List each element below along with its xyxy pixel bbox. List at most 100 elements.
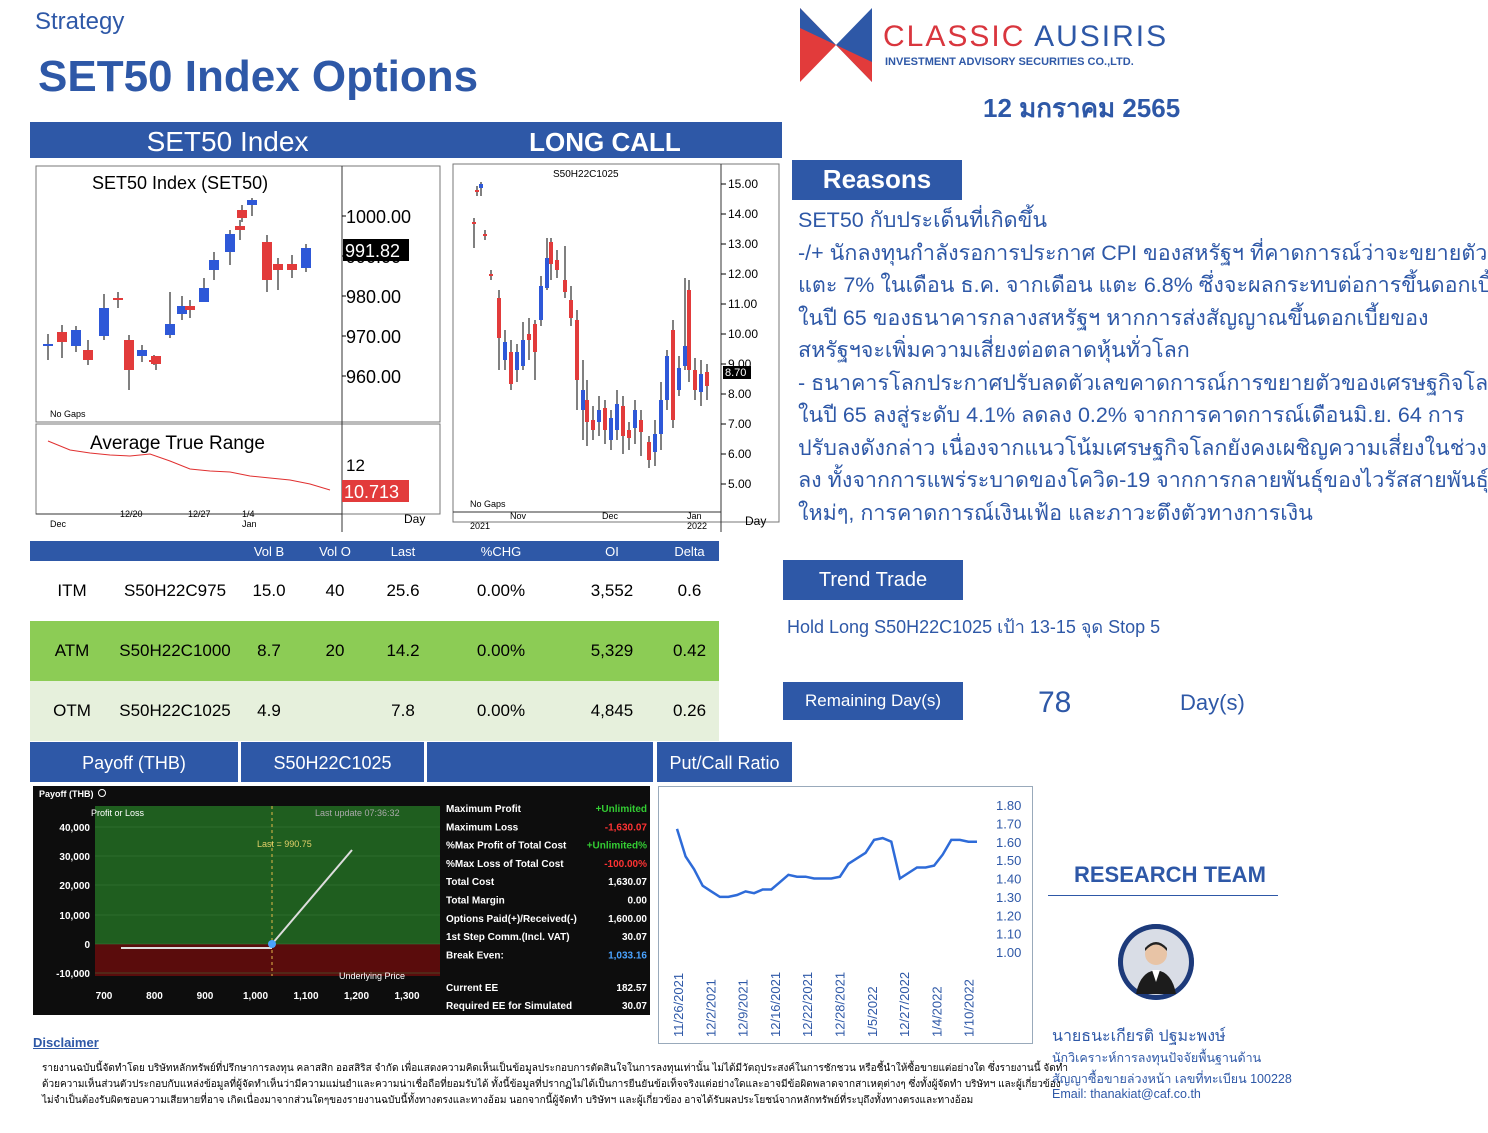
disclaimer-text: รายงานฉบับนี้จัดทำโดย บริษัทหลักทรัพย์ที…	[42, 1061, 1068, 1109]
candle-body	[563, 280, 567, 292]
y-tick-label: 7.00	[728, 417, 752, 431]
stat-value: +Unlimited%	[587, 841, 647, 852]
col-header: Vol B	[236, 541, 302, 561]
y-tick-label: 10,000	[59, 911, 90, 922]
candle-body	[659, 400, 663, 434]
stat-value: 30.07	[622, 932, 647, 943]
stat-value: 1,630.07	[608, 877, 647, 888]
candle-body	[497, 298, 501, 338]
set50-header: SET50 Index	[146, 126, 309, 157]
candle-body	[151, 356, 161, 364]
y-tick-label: 1.20	[996, 908, 1021, 923]
disclaimer-line: ไม่จำเป็นต้องรับผิดชอบความเสียหายที่อาจ …	[42, 1095, 974, 1106]
cell: 0.26	[660, 681, 719, 741]
candle-body	[483, 234, 487, 236]
candle-body	[633, 410, 637, 428]
candle-body	[503, 342, 507, 360]
y-tick-label: 1.70	[996, 816, 1021, 831]
candle-body	[647, 442, 651, 460]
candle-body	[609, 418, 613, 440]
stat-label: %Max Profit of Total Cost	[446, 841, 567, 852]
set50-last-label: 991.82	[345, 241, 400, 261]
stat-value: +Unlimited	[596, 804, 647, 815]
atr-tick: 12	[346, 456, 365, 475]
reason-line: ใหม่ๆ, การคาดการณ์เงินเฟ้อ และภาวะตึงตัว…	[798, 500, 1313, 525]
x-tick-label: 12/20	[120, 509, 143, 519]
x-tick-label: 1/10/2022	[962, 979, 977, 1037]
y-tick-label: 8.00	[728, 387, 752, 401]
x-tick-label: 12/9/2021	[736, 979, 751, 1037]
candle-body	[545, 258, 549, 288]
candle-body	[165, 324, 175, 335]
x-tick-label: 900	[197, 991, 214, 1002]
trend-trade-button: Trend Trade	[783, 560, 963, 600]
cell: 20	[302, 621, 368, 681]
candle-body	[489, 274, 493, 276]
analyst-email: Email: thanakiat@caf.co.th	[1052, 1087, 1201, 1101]
stat-value: 1,033.16	[608, 950, 647, 961]
candle-body	[99, 308, 109, 336]
y-tick-label: 15.00	[728, 177, 758, 191]
cell: 0.42	[660, 621, 719, 681]
candle-body	[287, 264, 297, 270]
candle-body	[515, 352, 519, 370]
stat-label: Options Paid(+)/Received(-)	[446, 914, 577, 925]
reason-line: สหรัฐฯจะเพิ่มความเสี่ยงต่อตลาดหุ้นทั่วโล…	[798, 338, 1190, 362]
col-header	[30, 541, 114, 561]
x-tick-label: 1,100	[293, 991, 318, 1002]
disclaimer-title: Disclaimer	[33, 1035, 99, 1050]
y-tick-label: 10.00	[728, 327, 758, 341]
x-tick-label: Jan	[242, 519, 257, 529]
set50-chart-title: SET50 Index (SET50)	[92, 173, 268, 193]
analyst-role: นักวิเคราะห์การลงทุนปัจจัยพื้นฐานด้าน	[1052, 1051, 1262, 1065]
options-table: Vol B Vol O Last %CHG OI Delta ITM S50H2…	[30, 541, 719, 741]
x-tick-label: 12/22/2021	[800, 972, 815, 1037]
cell: 4.9	[236, 681, 302, 741]
y-tick-label: 11.00	[728, 297, 757, 311]
candle-body	[475, 190, 479, 192]
cell: ITM	[30, 561, 114, 621]
stat-label: Total Margin	[446, 896, 505, 907]
reasons-text: SET50 กับประเด็นที่เกิดขึ้น -/+ นักลงทุน…	[798, 204, 1488, 529]
candle-body	[177, 306, 187, 314]
stat-label: 1st Step Comm.(Incl. VAT)	[446, 932, 570, 943]
x-tick-label: 1/4/2022	[929, 986, 944, 1037]
table-header-row: Vol B Vol O Last %CHG OI Delta	[30, 541, 719, 561]
cell: 0.00%	[438, 561, 564, 621]
stat-label: Total Cost	[446, 877, 495, 888]
y-tick-label: 1.50	[996, 853, 1021, 868]
trend-text: Hold Long S50H22C1025 เป้า 13-15 จุด Sto…	[787, 617, 1161, 637]
candle-body	[479, 184, 483, 188]
disclaimer-line: รายงานฉบับนี้จัดทำโดย บริษัทหลักทรัพย์ที…	[42, 1063, 1068, 1074]
y-tick-label: 40,000	[59, 823, 90, 834]
reasons-button: Reasons	[792, 160, 962, 200]
table-row: ATM S50H22C1000 8.7 20 14.2 0.00% 5,329 …	[30, 621, 719, 681]
candle-body	[237, 210, 247, 218]
longcall-candlestick-chart: S50H22C1025 No Gaps 15.00 14.00 13.00 12.00…	[447, 160, 782, 538]
candle-body	[653, 434, 657, 452]
pl-label: Profit or Loss	[91, 808, 145, 818]
payoff-panel: Payoff (THB) Profit or Loss Last update …	[33, 786, 650, 1015]
candle-body	[597, 410, 601, 422]
x-tick-label: 700	[96, 991, 113, 1002]
x-tick-label: 12/16/2021	[768, 972, 783, 1037]
analyst-license: สัญญาซื้อขายล่วงหน้า เลขที่ทะเบียน 10022…	[1052, 1072, 1292, 1086]
analyst-avatar	[1118, 924, 1194, 1000]
x-tick-label: 800	[146, 991, 163, 1002]
y-tick-label: 980.00	[346, 287, 401, 307]
y-tick-label: 1.80	[996, 798, 1021, 813]
candle-body	[549, 242, 553, 264]
longcall-chart-title: S50H22C1025	[553, 169, 619, 180]
underlying-label: Underlying Price	[339, 971, 405, 981]
candle-body	[472, 222, 476, 224]
candle-body	[273, 264, 283, 270]
stat-label: %Max Loss of Total Cost	[446, 859, 564, 870]
candle-body	[235, 226, 245, 230]
reason-line: -/+ นักลงทุนกำลังรอการประกาศ CPI ของสหรั…	[798, 240, 1488, 265]
cell: 7.8	[368, 681, 438, 741]
stat-value: 0.00	[628, 896, 648, 907]
last-price-label: Last = 990.75	[257, 839, 312, 849]
payoff-series-header: S50H22C1025	[241, 742, 424, 782]
reason-line: ในปี 65 ลงสู่ระดับ 4.1% ลดลง 0.2% จากการ…	[798, 403, 1465, 427]
candle-body	[539, 286, 543, 320]
